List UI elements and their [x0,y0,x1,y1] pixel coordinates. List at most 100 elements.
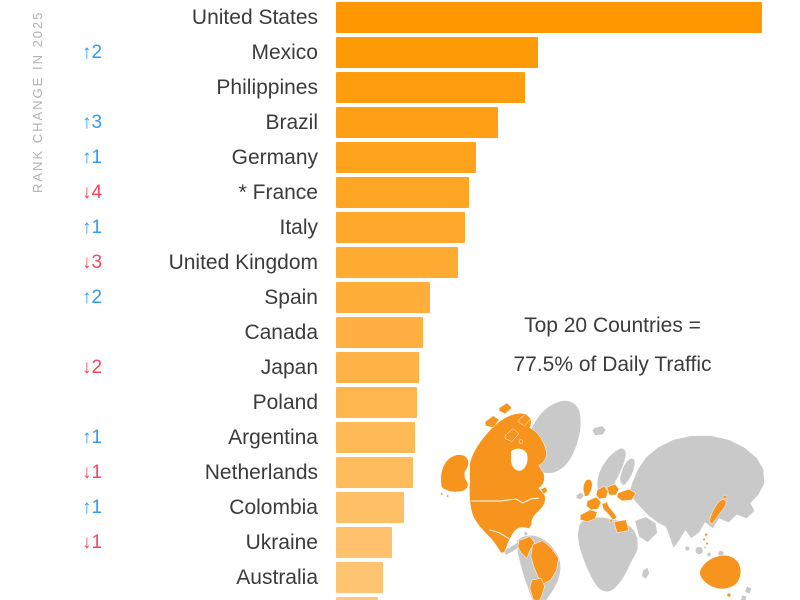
map-border-us-canada [471,497,539,504]
map-country-arctic-islands [518,439,524,444]
map-country-france [585,496,602,511]
map-country-philippines [704,532,708,537]
map-region-ireland [576,491,585,501]
country-label: Germany [231,146,318,169]
map-region-arabia [634,516,658,543]
map-country-poland [606,483,620,496]
traffic-bar [336,387,417,418]
traffic-bar [336,422,415,453]
map-country-aleutians [446,494,450,498]
chart-row: ↑3 Brazil [0,107,800,138]
traffic-bar [336,282,431,313]
traffic-bar [336,597,379,600]
map-region-madagascar [641,566,650,580]
chart-row: ↓2 Japan [0,352,800,383]
traffic-bar [336,317,423,348]
chart-row: ↑1 Colombia [0,492,800,523]
country-label: Spain [264,286,318,309]
traffic-bar [336,562,383,593]
country-label: Italy [279,216,318,239]
map-region-asia [628,435,765,550]
map-country-alaska [440,454,469,493]
map-region-borneo [694,546,704,555]
traffic-bar [336,457,414,488]
chart-row: ↓3 United Kingdom [0,247,800,278]
chart-row: Australia [0,562,800,593]
map-region-new-zealand [740,585,753,600]
chart-row: Poland [0,387,800,418]
country-label: Colombia [229,496,318,519]
map-border-us-mexico [489,529,510,540]
map-country-colombia [517,536,536,559]
chart-row: ↑1 Argentina [0,422,800,453]
map-country-italy [601,501,618,521]
traffic-bar [336,212,466,243]
chart-row: ↓4 * France [0,177,800,208]
map-country-united-kingdom [582,479,593,497]
chart-row: ↑2 Mexico [0,37,800,68]
rank-change-badge: ↓4 [81,182,103,203]
chart-row: ↑1 Germany [0,142,800,173]
map-country-japan [709,499,727,524]
rank-change-badge: ↑1 [81,147,103,168]
rank-change-badge: ↑1 [81,497,103,518]
country-label: Brazil [265,111,318,134]
country-label: United Kingdom [168,251,318,274]
country-label: * France [238,181,318,204]
chart-row: ↓1 Ukraine [0,527,800,558]
chart-row: Philippines [0,72,800,103]
rank-change-badge: ↓1 [81,462,103,483]
traffic-bar [336,142,477,173]
map-country-arctic-islands [484,402,532,442]
country-label: Japan [260,356,318,379]
traffic-share-annotation: Top 20 Countries = 77.5% of Daily Traffi… [430,306,795,384]
map-region-finland [619,457,636,486]
country-label: Canada [244,321,318,344]
annotation-line-1: Top 20 Countries = [524,314,701,337]
map-hudson-bay [510,448,528,471]
annotation-line-2: 77.5% of Daily Traffic [513,353,712,376]
chart-row: ↑1 Italy [0,212,800,243]
traffic-bar [336,107,498,138]
rank-change-badge: ↑2 [81,287,103,308]
map-region-africa [577,516,639,593]
traffic-bar [336,247,458,278]
country-label: Mexico [251,41,318,64]
traffic-bar [336,527,392,558]
map-country-aleutians [440,492,444,496]
map-country-australia [699,555,741,590]
traffic-bar [336,177,469,208]
map-country-egypt [613,519,630,533]
chart-row: United States [0,2,800,33]
rank-change-badge: ↓2 [81,357,103,378]
country-label: United States [191,6,318,29]
rank-change-badge: ↓3 [81,252,103,273]
country-label: Poland [252,391,318,414]
map-country-japan-hokkaido [722,494,728,500]
rank-change-badge: ↑1 [81,217,103,238]
map-region-sumatra [684,545,691,552]
chart-row: ↑2 Spain [0,282,800,313]
map-country-argentina [529,577,545,600]
map-country-sicily [609,519,613,523]
map-country-philippines [705,542,709,546]
map-country-north-america [468,413,547,554]
country-label: Australia [236,566,318,589]
traffic-bar [336,492,405,523]
traffic-bar [336,352,420,383]
traffic-bar [336,37,538,68]
world-map [430,392,795,600]
map-region-iceland [591,425,607,436]
map-country-tasmania [726,592,732,598]
rank-change-badge: ↓1 [81,532,103,553]
country-label: Ukraine [245,531,318,554]
map-country-spain [580,509,598,523]
map-country-ukraine [616,488,637,502]
chart-row [0,597,800,600]
map-region-cuba [523,531,529,536]
rank-change-badge: ↑2 [81,42,103,63]
map-country-philippines [703,546,707,549]
country-label: Philippines [216,76,318,99]
map-country-newfoundland [540,486,548,495]
